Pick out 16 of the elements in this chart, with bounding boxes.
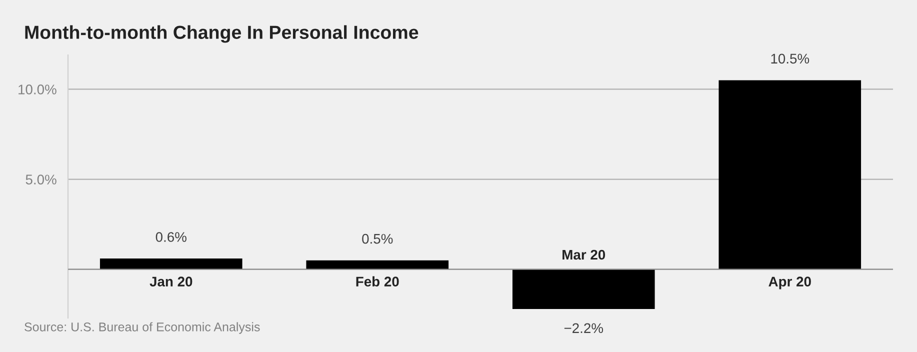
x-tick-label: Mar 20 — [562, 250, 606, 260]
source-note: Source: U.S. Bureau of Economic Analysis — [24, 322, 260, 334]
bar — [718, 80, 862, 270]
y-tick-label: 10.0% — [18, 84, 56, 94]
data-label: 0.5% — [362, 234, 393, 244]
data-label: 0.6% — [156, 232, 186, 242]
x-tick-label: Jan 20 — [150, 276, 192, 287]
bar — [100, 258, 242, 270]
chart-title: Month-to-month Change In Personal Income — [25, 25, 418, 43]
bar — [306, 260, 449, 270]
data-label: 10.5% — [771, 54, 810, 64]
bar — [512, 269, 655, 309]
x-tick-label: Apr 20 — [768, 276, 811, 290]
data-label: −2.2% — [564, 323, 604, 334]
x-tick-label: Feb 20 — [356, 276, 399, 287]
y-tick-label: 5.0% — [26, 174, 56, 184]
